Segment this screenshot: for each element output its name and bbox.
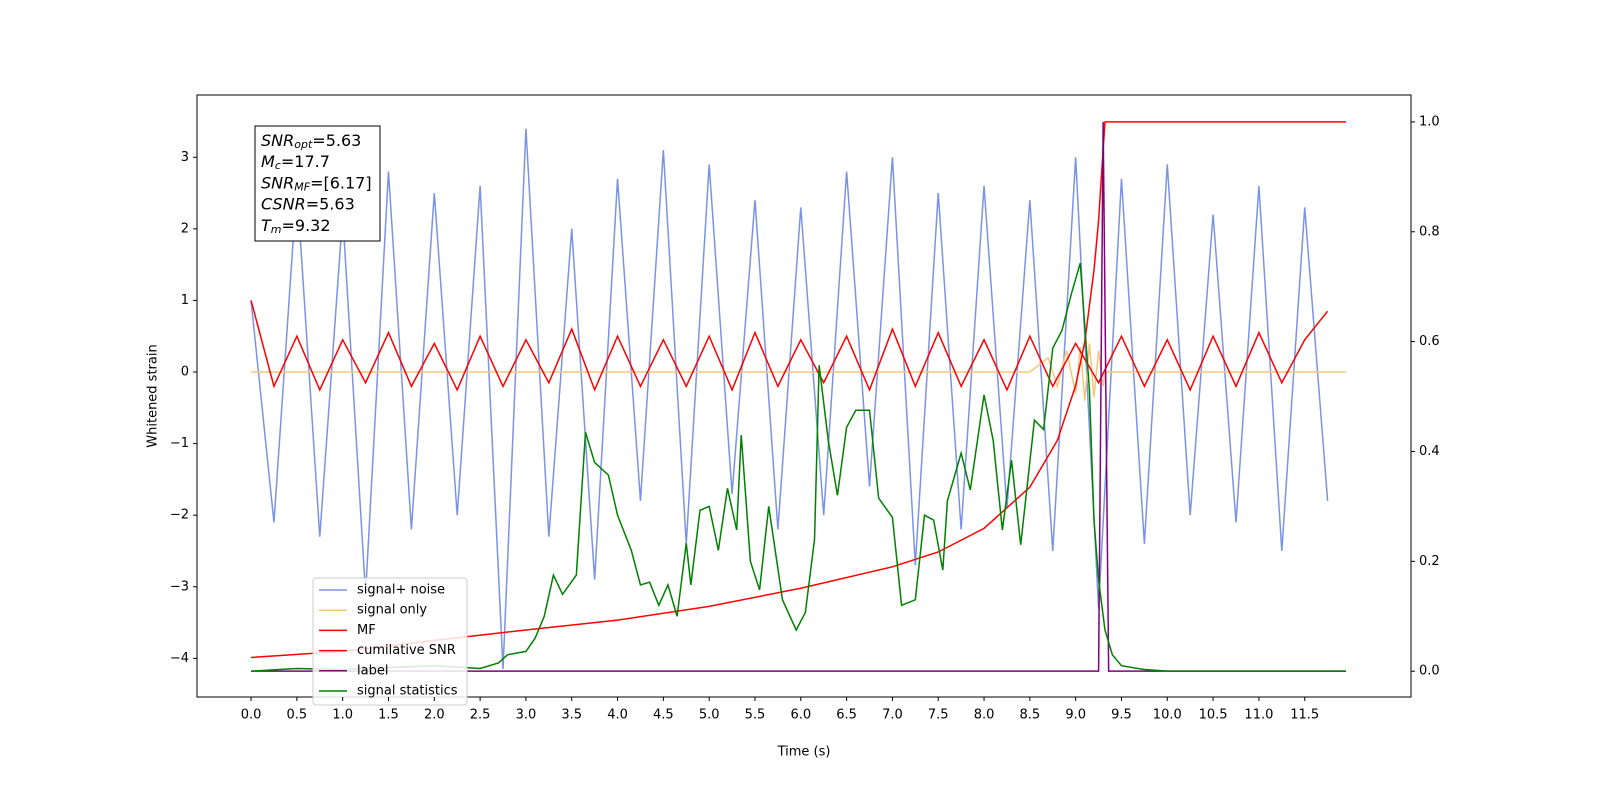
x-tick-label: 11.5 bbox=[1290, 708, 1319, 723]
x-tick-label: 5.5 bbox=[745, 708, 766, 723]
legend-frame bbox=[312, 577, 468, 706]
x-tick-label: 3.0 bbox=[516, 708, 537, 723]
annotation-symbol: CSNR bbox=[261, 194, 306, 213]
x-tick-label: 11.0 bbox=[1244, 708, 1273, 723]
annotation-value: =5.63 bbox=[312, 131, 361, 150]
y2-tick-label: 0.2 bbox=[1419, 554, 1440, 569]
y-tick-label: 1 bbox=[181, 293, 189, 308]
y2-tick-label: 0.4 bbox=[1419, 444, 1440, 459]
annotation-symbol: T bbox=[261, 215, 272, 234]
series-line bbox=[250, 300, 1329, 392]
y2-tick-label: 0.6 bbox=[1419, 334, 1440, 349]
legend-label: MF bbox=[357, 623, 376, 638]
annotation-subscript: opt bbox=[294, 138, 313, 151]
x-tick-label: 6.5 bbox=[836, 708, 857, 723]
x-tick-label: 10.0 bbox=[1153, 708, 1182, 723]
annotation-frame bbox=[254, 125, 381, 242]
x-tick-label: 8.5 bbox=[1020, 708, 1041, 723]
y-tick-label: −4 bbox=[170, 651, 189, 666]
legend-label: signal+ noise bbox=[357, 583, 445, 598]
y-tick-label: −2 bbox=[170, 508, 189, 523]
x-tick-label: 4.5 bbox=[653, 708, 674, 723]
y-axis-label: Whitened strain bbox=[146, 344, 161, 447]
x-tick-label: 6.0 bbox=[790, 708, 811, 723]
annotation-symbol: SNR bbox=[261, 173, 294, 192]
series-line bbox=[251, 262, 1346, 672]
annotation-subscript: c bbox=[275, 159, 281, 172]
y2-tick-label: 0.0 bbox=[1419, 664, 1440, 679]
x-tick-label: 8.0 bbox=[974, 708, 995, 723]
x-axis-label: Time (s) bbox=[777, 745, 831, 760]
plot-area bbox=[250, 121, 1346, 672]
legend-label: signal only bbox=[357, 603, 427, 618]
x-tick-label: 9.0 bbox=[1065, 708, 1086, 723]
annotation-line: CSNR=5.63 bbox=[261, 194, 355, 213]
annotation-line: Tm=9.32 bbox=[261, 215, 331, 236]
x-tick-label: 10.5 bbox=[1199, 708, 1228, 723]
x-tick-label: 2.5 bbox=[470, 708, 491, 723]
annotation-symbol: M bbox=[261, 152, 275, 171]
annotation-value: =9.32 bbox=[282, 215, 331, 234]
x-tick-label: 7.0 bbox=[882, 708, 903, 723]
x-tick-label: 0.0 bbox=[241, 708, 262, 723]
legend-label: cumilative SNR bbox=[357, 643, 456, 658]
y2-tick-label: 1.0 bbox=[1419, 114, 1440, 129]
x-tick-label: 3.5 bbox=[561, 708, 582, 723]
annotation-box: SNRopt=5.63Mc=17.7SNRMF=[6.17]CSNR=5.63T… bbox=[254, 125, 381, 242]
axes-frame bbox=[196, 94, 1412, 698]
annotation-subscript: m bbox=[271, 223, 282, 236]
legend-label: label bbox=[357, 663, 388, 678]
x-tick-label: 0.5 bbox=[287, 708, 308, 723]
series-line bbox=[250, 128, 1329, 670]
y-tick-label: 0 bbox=[181, 365, 189, 380]
legend-label: signal statistics bbox=[357, 684, 458, 699]
x-tick-label: 4.0 bbox=[607, 708, 628, 723]
annotation-symbol: SNR bbox=[261, 131, 294, 150]
annotation-line: SNRMF=[6.17] bbox=[261, 173, 372, 194]
x-tick-label: 1.0 bbox=[332, 708, 353, 723]
annotation-value: =17.7 bbox=[281, 152, 330, 171]
y-tick-label: −3 bbox=[170, 579, 189, 594]
x-tick-label: 1.5 bbox=[378, 708, 399, 723]
y-tick-label: 2 bbox=[181, 221, 189, 236]
x-tick-label: 7.5 bbox=[928, 708, 949, 723]
x-tick-label: 9.5 bbox=[1111, 708, 1132, 723]
x-tick-label: 5.0 bbox=[699, 708, 720, 723]
series-line bbox=[251, 343, 1346, 401]
y-tick-label: −1 bbox=[170, 436, 189, 451]
annotation-line: Mc=17.7 bbox=[261, 152, 330, 173]
y2-tick-label: 0.8 bbox=[1419, 224, 1440, 239]
annotation-value: =[6.17] bbox=[310, 173, 372, 192]
series-line bbox=[251, 121, 1346, 659]
annotation-subscript: MF bbox=[294, 180, 310, 193]
y-tick-label: 3 bbox=[181, 150, 189, 165]
legend: signal+ noise signal only MF cumilative SNR… bbox=[312, 577, 468, 706]
x-tick-label: 2.0 bbox=[424, 708, 445, 723]
annotation-line: SNRopt=5.63 bbox=[261, 131, 361, 152]
annotation-value: =5.63 bbox=[306, 194, 355, 213]
